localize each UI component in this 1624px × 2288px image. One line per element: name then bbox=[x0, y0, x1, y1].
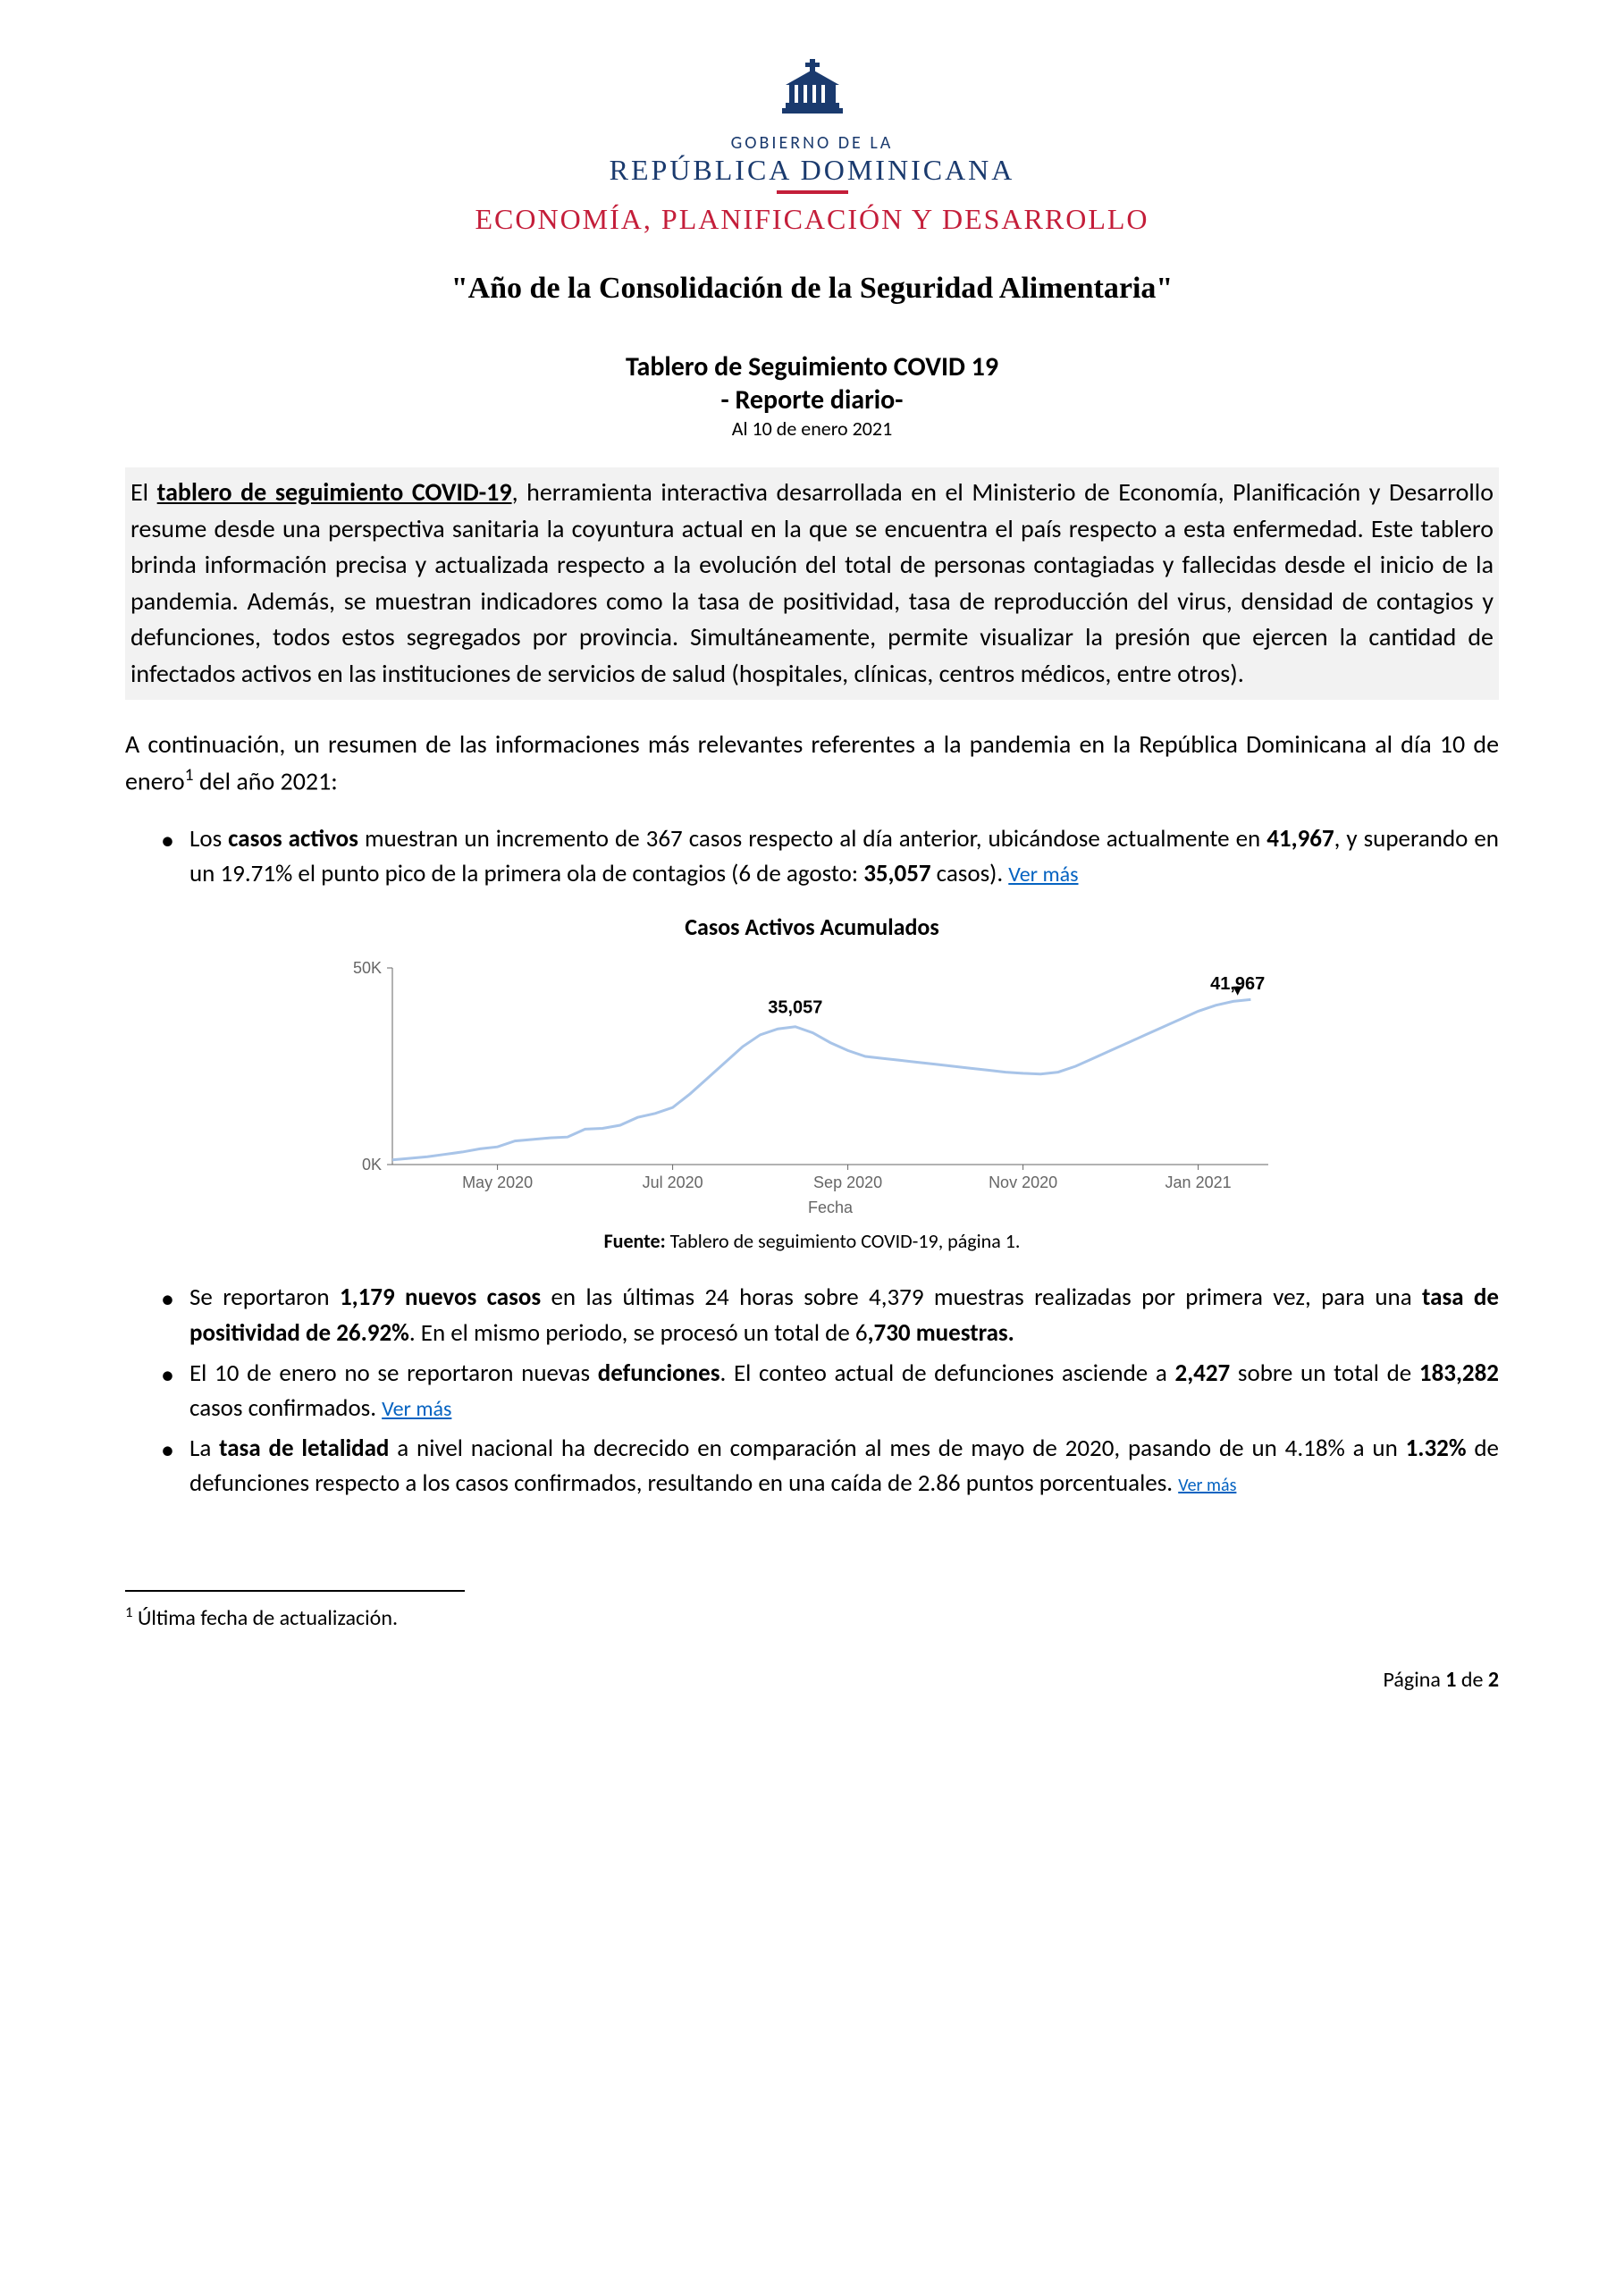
svg-text:Nov 2020: Nov 2020 bbox=[989, 1173, 1057, 1191]
svg-text:May 2020: May 2020 bbox=[462, 1173, 533, 1191]
footnote-separator bbox=[125, 1590, 465, 1592]
svg-text:Fecha: Fecha bbox=[807, 1199, 853, 1216]
government-label: GOBIERNO DE LA bbox=[125, 132, 1499, 154]
active-cases-chart: 0K 50K May 2020 Jul 2020 Sep 2020 Nov 2020 Jan… bbox=[321, 950, 1304, 1218]
svg-text:50K: 50K bbox=[352, 959, 381, 977]
ver-mas-link[interactable]: Ver más bbox=[382, 1396, 451, 1422]
chart-source: Fuente: Tablero de seguimiento COVID-19,… bbox=[125, 1229, 1499, 1253]
svg-text:Jul 2020: Jul 2020 bbox=[642, 1173, 703, 1191]
chart-title: Casos Activos Acumulados bbox=[125, 913, 1499, 941]
intro-prefix: El bbox=[130, 476, 157, 508]
bullet-new-cases: Se reportaron 1,179 nuevos casos en las … bbox=[161, 1280, 1499, 1350]
year-motto: "Año de la Consolidación de la Seguridad… bbox=[125, 272, 1499, 306]
svg-text:Sep 2020: Sep 2020 bbox=[813, 1173, 882, 1191]
bullet-list-2: Se reportaron 1,179 nuevos casos en las … bbox=[125, 1280, 1499, 1501]
report-date: Al 10 de enero 2021 bbox=[125, 416, 1499, 441]
ministry-name: ECONOMÍA, PLANIFICACIÓN Y DESARROLLO bbox=[125, 203, 1499, 236]
document-header: GOBIERNO DE LA REPÚBLICA DOMINICANA ECON… bbox=[125, 54, 1499, 236]
bullet-list: Los casos activos muestran un incremento… bbox=[125, 821, 1499, 891]
report-subtitle: - Reporte diario- bbox=[125, 383, 1499, 416]
bullet-active-cases: Los casos activos muestran un incremento… bbox=[161, 821, 1499, 891]
svg-text:35,057: 35,057 bbox=[768, 998, 822, 1018]
svg-text:0K: 0K bbox=[361, 1156, 381, 1173]
bullet-lethality: La tasa de letalidad a nivel nacional ha… bbox=[161, 1431, 1499, 1501]
country-name: REPÚBLICA DOMINICANA bbox=[125, 154, 1499, 187]
intro-paragraph: El tablero de seguimiento COVID-19, herr… bbox=[125, 467, 1499, 700]
svg-text:Jan 2021: Jan 2021 bbox=[1165, 1173, 1231, 1191]
intro-rest: , herramienta interactiva desarrollada e… bbox=[130, 476, 1494, 689]
chart-container: Casos Activos Acumulados 0K 50K May 2020 Ju… bbox=[125, 913, 1499, 1218]
ver-mas-link[interactable]: Ver más bbox=[1008, 862, 1078, 887]
header-divider bbox=[777, 190, 848, 194]
report-title: Tablero de Seguimiento COVID 19 bbox=[125, 350, 1499, 383]
footnote: 1 Última fecha de actualización. bbox=[125, 1602, 1499, 1631]
bullet-deaths: El 10 de enero no se reportaron nuevas d… bbox=[161, 1356, 1499, 1426]
page-number: Página 1 de 2 bbox=[125, 1667, 1499, 1693]
intro-lead-bold: tablero de seguimiento COVID-19 bbox=[157, 476, 512, 508]
summary-intro: A continuación, un resumen de las inform… bbox=[125, 727, 1499, 801]
government-logo bbox=[125, 54, 1499, 125]
ver-mas-link[interactable]: Ver más bbox=[1178, 1475, 1236, 1496]
